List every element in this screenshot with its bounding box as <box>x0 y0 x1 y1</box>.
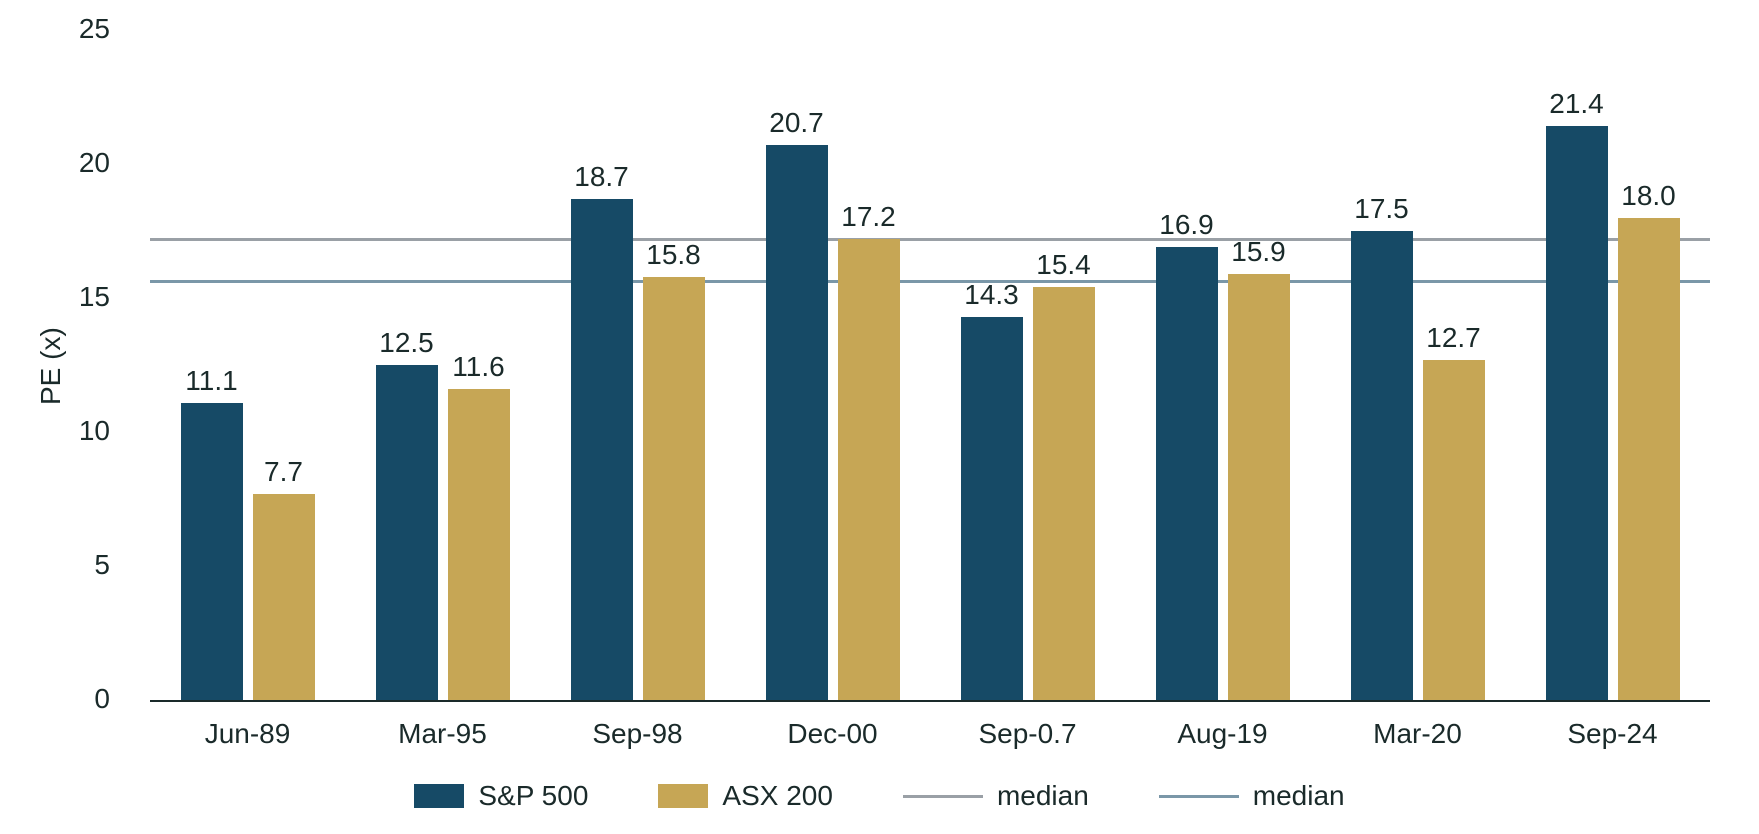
bar-asx200 <box>253 494 315 700</box>
bar-value-label: 11.6 <box>452 351 504 383</box>
bar-value-label: 15.8 <box>646 239 701 271</box>
legend-line-icon <box>903 795 983 798</box>
bar-value-label: 16.9 <box>1159 209 1214 241</box>
legend-swatch-icon <box>658 784 708 808</box>
bar-asx200 <box>1228 274 1290 700</box>
y-tick-label: 0 <box>0 683 110 715</box>
bar-sp500 <box>571 199 633 700</box>
bar-value-label: 17.2 <box>841 201 896 233</box>
bar-asx200 <box>1033 287 1095 700</box>
legend-item-sp500: S&P 500 <box>414 780 588 812</box>
y-axis-title: PE (x) <box>35 327 67 405</box>
legend-label: ASX 200 <box>722 780 833 812</box>
bar-sp500 <box>1546 126 1608 700</box>
legend-swatch-icon <box>414 784 464 808</box>
bar-sp500 <box>766 145 828 700</box>
bar-value-label: 12.5 <box>379 327 434 359</box>
y-tick-label: 15 <box>0 281 110 313</box>
x-axis-line <box>150 700 1710 702</box>
bar-asx200 <box>643 277 705 700</box>
bar-asx200 <box>1618 218 1680 700</box>
bar-sp500 <box>376 365 438 700</box>
bar-value-label: 15.4 <box>1036 249 1091 281</box>
x-tick-label: Aug-19 <box>1125 718 1320 750</box>
bar-asx200 <box>838 239 900 700</box>
x-tick-label: Dec-00 <box>735 718 930 750</box>
median-line <box>150 280 1710 283</box>
bar-value-label: 18.7 <box>574 161 629 193</box>
legend-line-icon <box>1159 795 1239 798</box>
legend-item-median-2: median <box>1159 780 1345 812</box>
plot-area: 11.1 7.7 12.5 11.6 18.7 15.8 20.7 17.2 14.3 15.4 1… <box>150 30 1710 700</box>
y-tick-label: 20 <box>0 147 110 179</box>
bar-sp500 <box>1156 247 1218 700</box>
x-tick-label: Mar-20 <box>1320 718 1515 750</box>
bar-asx200 <box>1423 360 1485 700</box>
bar-value-label: 7.7 <box>264 456 303 488</box>
x-tick-label: Jun-89 <box>150 718 345 750</box>
pe-chart: PE (x) 11.1 7.7 12.5 11.6 18.7 15.8 20.7 17.2 14… <box>0 0 1759 834</box>
legend-label: S&P 500 <box>478 780 588 812</box>
bar-value-label: 20.7 <box>769 107 824 139</box>
bar-value-label: 17.5 <box>1354 193 1409 225</box>
median-line <box>150 238 1710 241</box>
x-tick-label: Sep-24 <box>1515 718 1710 750</box>
legend: S&P 500 ASX 200 median median <box>0 780 1759 812</box>
x-tick-label: Mar-95 <box>345 718 540 750</box>
bar-value-label: 14.3 <box>964 279 1019 311</box>
legend-item-median-1: median <box>903 780 1089 812</box>
bar-sp500 <box>961 317 1023 700</box>
legend-label: median <box>997 780 1089 812</box>
y-tick-label: 5 <box>0 549 110 581</box>
bar-value-label: 21.4 <box>1549 88 1604 120</box>
y-tick-label: 10 <box>0 415 110 447</box>
bar-value-label: 15.9 <box>1231 236 1286 268</box>
x-tick-label: Sep-98 <box>540 718 735 750</box>
legend-item-asx200: ASX 200 <box>658 780 833 812</box>
bar-value-label: 18.0 <box>1621 180 1676 212</box>
legend-label: median <box>1253 780 1345 812</box>
bar-sp500 <box>1351 231 1413 700</box>
bar-value-label: 11.1 <box>185 365 237 397</box>
y-tick-label: 25 <box>0 13 110 45</box>
x-tick-label: Sep-0.7 <box>930 718 1125 750</box>
bar-asx200 <box>448 389 510 700</box>
bar-sp500 <box>181 403 243 700</box>
bar-value-label: 12.7 <box>1426 322 1481 354</box>
